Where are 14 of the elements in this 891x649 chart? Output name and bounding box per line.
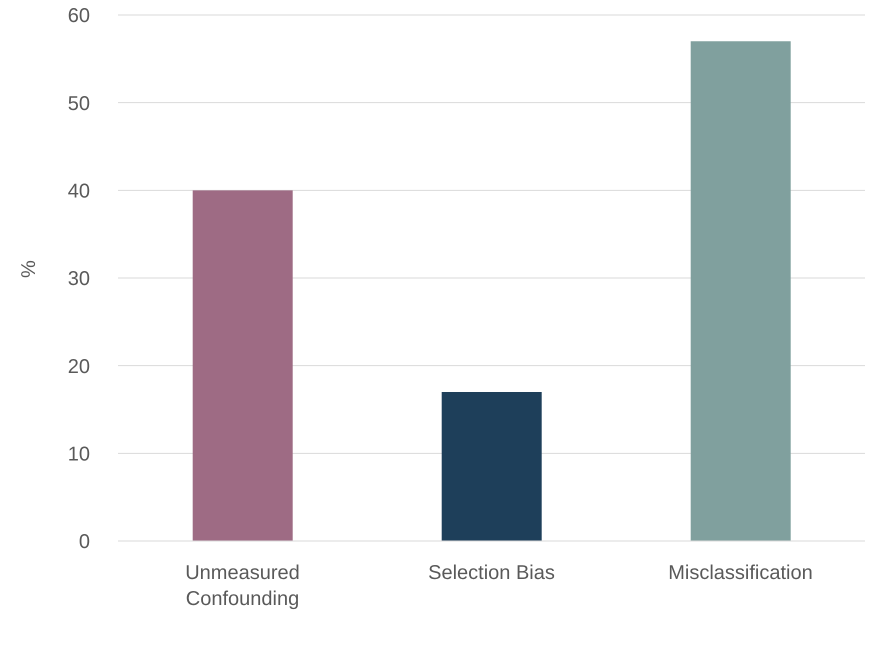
y-tick-label: 20 bbox=[68, 356, 90, 378]
y-tick-label: 30 bbox=[68, 268, 90, 290]
y-tick-label: 40 bbox=[68, 180, 90, 202]
y-tick-label: 60 bbox=[68, 5, 90, 28]
bar bbox=[192, 190, 293, 541]
bar bbox=[690, 41, 791, 541]
y-tick-label: 10 bbox=[68, 443, 90, 466]
x-tick-label: Unmeasured Confounding bbox=[185, 562, 300, 610]
x-tick-label: Misclassification bbox=[668, 562, 813, 584]
y-tick-label: 50 bbox=[68, 92, 90, 115]
bar bbox=[442, 392, 542, 541]
y-axis-title: % bbox=[18, 260, 40, 278]
x-tick-label: Selection Bias bbox=[428, 562, 555, 584]
y-tick-label: 0 bbox=[78, 531, 90, 554]
